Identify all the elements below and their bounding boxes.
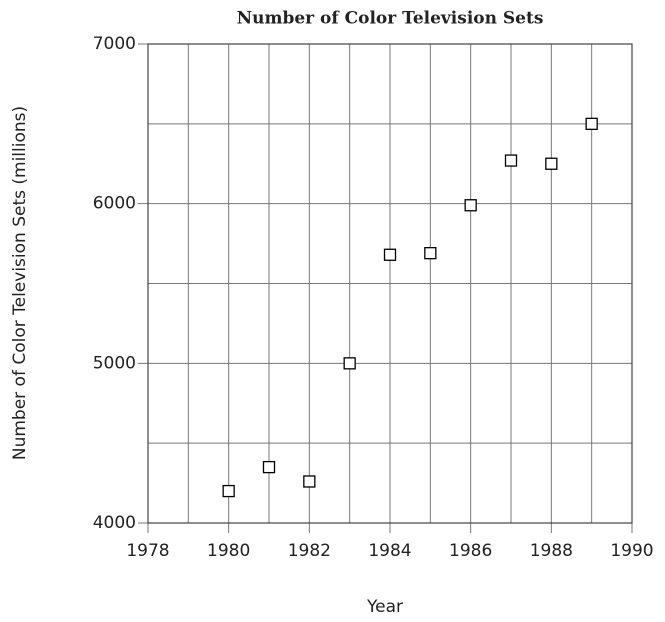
point	[343, 357, 356, 370]
x-tick-label: 1980	[207, 541, 250, 561]
point	[262, 460, 276, 474]
x-tick-label: 1984	[368, 541, 411, 561]
y-tick-label: 5000	[93, 353, 136, 373]
y-tick-label: 6000	[93, 194, 136, 214]
y-axis-label: Number of Color Television Sets (million…	[10, 106, 30, 460]
point	[585, 117, 598, 130]
point	[545, 157, 558, 170]
y-tick-label: 7000	[93, 34, 136, 54]
x-tick-label: 1990	[610, 541, 653, 561]
chart-title: Number of Color Television Sets	[237, 9, 544, 29]
x-tick-label: 1988	[530, 541, 573, 561]
point	[504, 154, 518, 167]
x-tick-label: 1982	[288, 541, 331, 561]
x-axis-label: Year	[366, 597, 403, 617]
y-tick-label: 4000	[93, 513, 136, 533]
point	[222, 484, 235, 498]
point	[303, 475, 316, 488]
x-tick-label: 1986	[449, 541, 492, 561]
x-tick-label: 1978	[126, 541, 169, 561]
point	[383, 248, 397, 261]
point	[424, 247, 437, 260]
point	[464, 199, 477, 212]
plot-frame	[147, 43, 633, 524]
